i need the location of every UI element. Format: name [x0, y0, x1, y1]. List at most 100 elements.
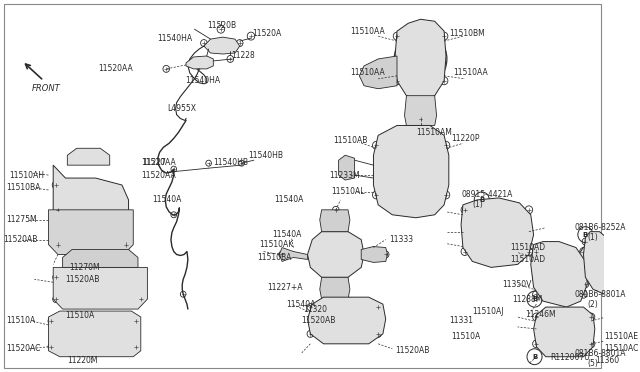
Text: 11540A: 11540A	[152, 195, 182, 204]
Text: B: B	[532, 296, 537, 302]
Text: 11510AD: 11510AD	[510, 243, 545, 252]
Polygon shape	[53, 165, 129, 228]
Text: B: B	[479, 197, 484, 203]
Circle shape	[331, 250, 340, 259]
Polygon shape	[308, 232, 364, 277]
Text: 081B6-8801A: 081B6-8801A	[574, 349, 625, 358]
Text: 11275M: 11275M	[6, 215, 36, 224]
Text: 11510A: 11510A	[65, 311, 95, 320]
Polygon shape	[584, 232, 612, 294]
Circle shape	[414, 52, 427, 66]
Polygon shape	[279, 247, 308, 262]
Text: (1): (1)	[588, 233, 598, 242]
Circle shape	[315, 232, 356, 276]
Text: (1): (1)	[472, 201, 483, 209]
Circle shape	[383, 140, 440, 200]
Text: 11288M: 11288M	[512, 295, 542, 304]
Polygon shape	[186, 56, 213, 69]
Text: 11510BM: 11510BM	[449, 29, 484, 38]
Text: 081B6-8801A: 081B6-8801A	[574, 290, 625, 299]
Text: B: B	[583, 232, 588, 238]
Polygon shape	[204, 37, 240, 54]
Text: 11227: 11227	[143, 158, 166, 167]
Text: 11320: 11320	[303, 305, 327, 314]
FancyBboxPatch shape	[4, 4, 602, 368]
Polygon shape	[534, 307, 595, 357]
Polygon shape	[359, 56, 397, 89]
Circle shape	[76, 318, 106, 350]
Circle shape	[488, 224, 504, 240]
Text: 11520B: 11520B	[207, 21, 236, 30]
Text: 081B6-8252A: 081B6-8252A	[574, 223, 625, 232]
Text: 11510AA: 11510AA	[454, 68, 488, 77]
Text: 11510AE: 11510AE	[604, 332, 638, 341]
Text: 11520AC: 11520AC	[6, 344, 40, 353]
Polygon shape	[531, 241, 588, 307]
Text: 11540A: 11540A	[286, 299, 316, 309]
Polygon shape	[49, 311, 141, 357]
Circle shape	[324, 297, 366, 341]
Text: 11510AJ: 11510AJ	[472, 307, 504, 315]
Circle shape	[67, 206, 109, 250]
Text: 11333: 11333	[390, 235, 413, 244]
Circle shape	[394, 31, 447, 87]
Circle shape	[578, 241, 620, 284]
Text: 11520A: 11520A	[252, 29, 281, 38]
Text: 11331: 11331	[449, 317, 473, 326]
Text: 11540HA: 11540HA	[157, 33, 192, 43]
Text: 11510AL: 11510AL	[331, 187, 365, 196]
Circle shape	[83, 223, 93, 232]
Text: 11540HA: 11540HA	[185, 76, 220, 85]
Text: 11220P: 11220P	[452, 134, 480, 143]
Text: 11520AA: 11520AA	[141, 171, 175, 180]
Text: 11510A: 11510A	[452, 332, 481, 341]
Text: 11360: 11360	[595, 356, 619, 365]
Text: FRONT: FRONT	[31, 84, 60, 93]
Text: B: B	[532, 354, 537, 360]
Polygon shape	[67, 148, 109, 165]
Text: 11220M: 11220M	[67, 356, 98, 365]
Polygon shape	[395, 19, 446, 101]
Text: R112007U: R112007U	[550, 353, 590, 362]
Text: 11540HB: 11540HB	[213, 158, 248, 167]
Text: 11520AB: 11520AB	[3, 235, 38, 244]
Text: 11540A: 11540A	[272, 230, 301, 239]
Text: 11520AB: 11520AB	[301, 317, 335, 326]
Polygon shape	[63, 250, 138, 267]
Text: L4955X: L4955X	[167, 104, 196, 113]
Text: (2): (2)	[588, 299, 598, 309]
Circle shape	[404, 162, 419, 178]
Circle shape	[543, 310, 584, 354]
Circle shape	[554, 268, 564, 280]
Polygon shape	[53, 267, 147, 309]
Text: 11540HB: 11540HB	[248, 151, 283, 160]
Text: 11520AA: 11520AA	[141, 158, 175, 167]
Text: 11246M: 11246M	[525, 310, 556, 318]
Text: 11510AD: 11510AD	[510, 255, 545, 264]
Text: 11228: 11228	[231, 51, 255, 61]
Text: 11350V: 11350V	[502, 280, 532, 289]
Text: 11510AH: 11510AH	[9, 171, 44, 180]
Text: 11233M: 11233M	[329, 171, 360, 180]
Text: 11510BA: 11510BA	[257, 253, 292, 262]
Polygon shape	[320, 277, 350, 299]
Text: 11510AA: 11510AA	[350, 27, 385, 36]
Polygon shape	[461, 198, 534, 267]
Text: 11540A: 11540A	[275, 195, 304, 204]
Polygon shape	[361, 247, 388, 262]
Circle shape	[92, 278, 99, 286]
Text: 11520AB: 11520AB	[65, 275, 100, 284]
Polygon shape	[308, 297, 386, 344]
Circle shape	[340, 314, 350, 324]
Text: 11270M: 11270M	[69, 263, 100, 272]
Circle shape	[532, 247, 586, 302]
Polygon shape	[404, 96, 436, 125]
Circle shape	[79, 264, 113, 300]
Text: 11510AA: 11510AA	[350, 68, 385, 77]
Text: 11510BA: 11510BA	[6, 183, 40, 192]
Text: 11510AK: 11510AK	[259, 240, 294, 249]
Text: 11510AB: 11510AB	[333, 136, 367, 145]
Text: 11510AC: 11510AC	[604, 344, 639, 353]
Polygon shape	[374, 125, 449, 218]
Text: 11227+A: 11227+A	[267, 283, 303, 292]
